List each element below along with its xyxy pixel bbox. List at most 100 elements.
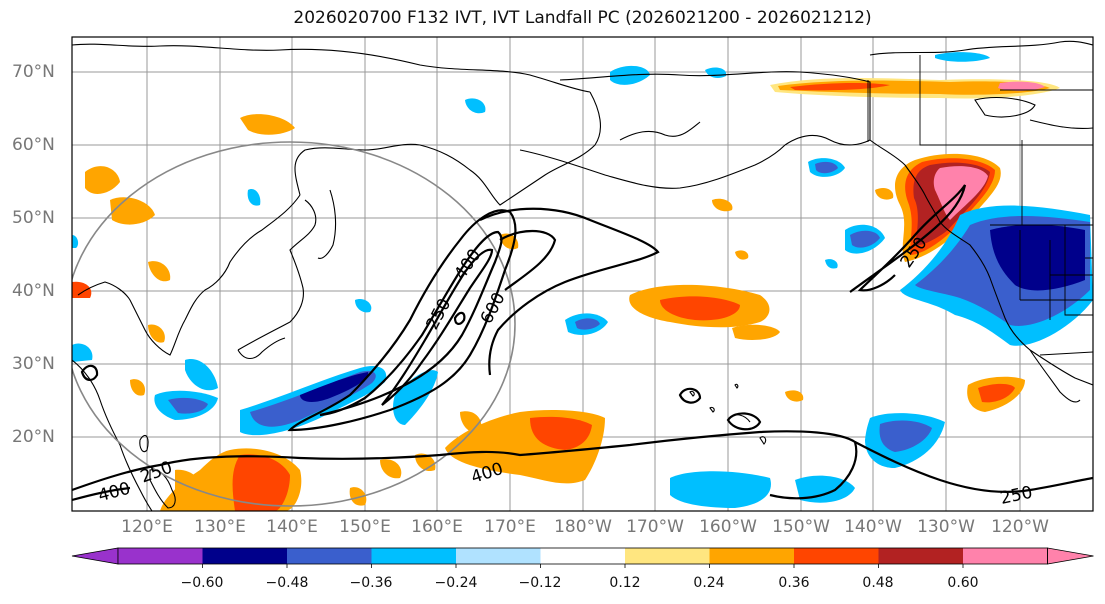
colorbar-tick: −0.12 <box>518 575 562 591</box>
coastline-alaska <box>559 71 941 223</box>
coastline-okhotsk-west <box>184 194 301 321</box>
lon-label-170w: 170°W <box>626 517 684 537</box>
contour-250-south <box>72 430 858 500</box>
contour-400-east <box>499 230 557 291</box>
colorbar-swatch <box>371 548 457 564</box>
lon-label-180w: 180°W <box>554 517 612 537</box>
coastline-hawaii <box>734 383 767 445</box>
shade-positive-patch <box>875 187 894 200</box>
lon-label-140e: 140°E <box>266 517 318 537</box>
shade-negative-patch <box>355 299 372 313</box>
colorbar-swatch <box>118 548 203 564</box>
lon-label-150w: 150°W <box>772 517 830 537</box>
shade-positive-patch <box>232 454 290 511</box>
shade-positive-patch <box>175 469 205 507</box>
shade-negative-patch <box>575 318 600 330</box>
shade-positive-patch <box>978 383 1015 403</box>
shade-negative-patch <box>393 370 438 425</box>
shade-negative-patch <box>247 189 261 206</box>
border-us-states <box>1019 225 1093 320</box>
colorbar-tick: −0.36 <box>349 575 393 591</box>
lat-lon-gridlines <box>72 37 1093 511</box>
lat-label-40n: 40°N <box>12 281 55 301</box>
lon-label-160w: 160°W <box>699 517 757 537</box>
colorbar-tick: 0.48 <box>862 575 894 591</box>
shade-negative-patch <box>72 235 79 248</box>
shade-negative-patch <box>815 161 838 174</box>
coastline-japan-south <box>237 337 286 360</box>
shade-negative-patch <box>300 372 369 402</box>
shade-negative-patch <box>935 52 990 62</box>
contour-250-main <box>287 209 517 432</box>
shade-positive-patch <box>785 390 804 402</box>
colorbar-swatch <box>878 548 964 564</box>
border-canadian-provinces <box>919 55 1093 225</box>
lon-label-170e: 170°E <box>484 517 536 537</box>
colorbar-swatch <box>625 548 710 564</box>
lon-label-150e: 150°E <box>339 517 391 537</box>
colorbar-swatch <box>456 548 541 564</box>
coastline-baja <box>1029 349 1081 403</box>
shade-negative-patch <box>168 397 208 414</box>
lat-label-50n: 50°N <box>12 208 55 228</box>
map-border <box>71 36 1094 512</box>
lat-label-30n: 30°N <box>12 354 55 374</box>
coastline-taiwan <box>139 435 149 453</box>
ivt-contours <box>72 184 1093 502</box>
coastline-korea <box>77 281 186 356</box>
coastline-arctic-canada <box>869 40 1093 56</box>
lon-label-130e: 130°E <box>194 517 246 537</box>
contour-450-small <box>453 311 466 325</box>
lat-label-60n: 60°N <box>12 135 55 155</box>
colorbar-tick: −0.48 <box>265 575 309 591</box>
map-title: 2026020700 F132 IVT, IVT Landfall PC (20… <box>293 8 872 28</box>
shade-positive-patch <box>530 416 592 450</box>
coastline-alaska-south <box>784 134 871 146</box>
colorbar-swatch <box>794 548 879 564</box>
shade-negative-patch <box>879 420 932 452</box>
shade-positive-patch <box>380 459 402 479</box>
coastline-sakhalin <box>317 189 337 259</box>
colorbar <box>71 547 1094 568</box>
border-us-mexico <box>1039 351 1093 356</box>
shade-positive-patch <box>790 82 890 91</box>
shade-positive-patch <box>998 81 1045 91</box>
shade-negative-patch <box>670 471 771 508</box>
colorbar-swatch <box>202 548 288 564</box>
shade-positive-patch <box>933 166 988 220</box>
colorbar-swatch <box>963 548 1048 564</box>
coastline-hudson <box>1029 119 1093 129</box>
lat-label-20n: 20°N <box>12 427 55 447</box>
contour-250-bc <box>849 184 967 293</box>
shade-negative-patch <box>825 259 838 269</box>
shade-positive-patch <box>130 379 146 396</box>
shade-positive-patch <box>712 198 733 212</box>
colorbar-tick: 0.60 <box>947 575 979 591</box>
colorbar-tick: 0.12 <box>609 575 641 591</box>
colorbar-swatch <box>709 548 795 564</box>
lat-label-70n: 70°N <box>12 62 55 82</box>
shade-positive-patch <box>85 166 120 194</box>
coastline-arctic-island <box>974 96 1036 118</box>
shade-negative-patch <box>990 224 1085 291</box>
shade-negative-patch <box>72 343 93 362</box>
political-borders <box>867 55 1093 356</box>
coastline-japan <box>237 199 317 351</box>
colorbar-tick: −0.60 <box>180 575 224 591</box>
colorbar-extend-min <box>71 547 119 565</box>
contour-250-east <box>479 207 660 376</box>
coastline-china <box>72 359 153 511</box>
shade-positive-patch <box>660 296 740 321</box>
region-circle <box>72 141 516 507</box>
coastline-bc <box>939 221 1093 386</box>
coastline-kamchatka <box>294 91 601 206</box>
colorbar-tick: −0.24 <box>434 575 478 591</box>
coastline-aleutians <box>519 144 786 189</box>
contour-hawaii-loop <box>726 412 762 431</box>
coastline-asia-north <box>72 43 591 93</box>
contour-small-loop <box>80 364 99 381</box>
shade-negative-patch <box>795 475 855 503</box>
shade-positive-patch <box>148 261 171 282</box>
lon-label-120e: 120°E <box>121 517 173 537</box>
